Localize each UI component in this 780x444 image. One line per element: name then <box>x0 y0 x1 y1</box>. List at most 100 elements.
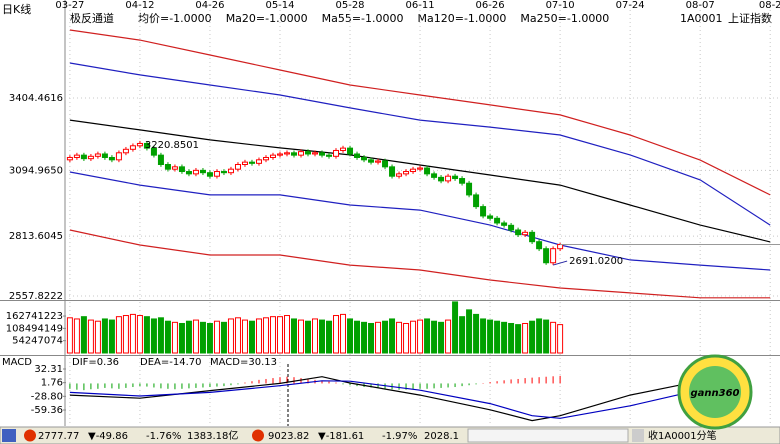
scroll-bar[interactable] <box>467 428 629 443</box>
volume-bar <box>206 322 213 354</box>
candle-body <box>283 152 290 155</box>
volume-bar <box>410 320 417 354</box>
y-tick-label: 162741223 <box>6 311 63 322</box>
volume-bar <box>445 319 452 354</box>
candle-body <box>319 152 326 156</box>
volume-bar <box>269 316 276 354</box>
volume-bar <box>543 319 550 354</box>
volume-bar <box>101 318 108 354</box>
volume-bar <box>508 322 515 354</box>
volume-bar <box>375 321 382 354</box>
y-tick-label: -59.36 <box>31 405 63 416</box>
volume-bar <box>417 319 424 354</box>
x-tick-label: 08-2 <box>759 0 780 11</box>
status-change: ▼-49.86 <box>88 431 128 442</box>
volume-bar <box>227 318 234 354</box>
candle-body <box>150 147 157 156</box>
candle-body <box>178 166 185 173</box>
dea-line <box>69 380 680 419</box>
volume-bar <box>171 321 178 354</box>
volume-bar <box>143 316 150 354</box>
candle-body <box>340 147 347 151</box>
volume-bar <box>73 318 80 354</box>
status-icon <box>252 429 264 442</box>
volume-bar <box>466 309 473 354</box>
candle-body <box>297 151 304 156</box>
candle-body <box>550 248 557 264</box>
candle-body <box>87 155 94 160</box>
candle-body <box>164 164 171 170</box>
candle-body <box>543 248 550 264</box>
volume-bar <box>87 319 94 354</box>
logo-text: gann360 <box>690 388 739 399</box>
candle-body <box>361 156 368 161</box>
candle-body <box>438 176 445 182</box>
candle-body <box>515 229 522 236</box>
candle-body <box>94 153 101 157</box>
candle-body <box>290 152 297 156</box>
candle-body <box>108 156 115 161</box>
logo-inner <box>689 366 741 418</box>
candle-body <box>220 171 227 174</box>
volume-bar <box>326 320 333 354</box>
legend-entry: Ma20=-1.0000 <box>226 12 308 25</box>
dif-label: DIF=0.36 <box>72 357 119 368</box>
logo: gann360 <box>677 354 753 430</box>
candle-body <box>529 231 536 243</box>
volume-bar <box>136 315 143 354</box>
volume-bar <box>115 316 122 354</box>
candle-body <box>199 169 206 174</box>
candle-body <box>501 222 508 226</box>
legend-entry: Ma120=-1.0000 <box>418 12 507 25</box>
legend-entry: Ma250=-1.0000 <box>520 12 609 25</box>
x-tick-label: 05-28 <box>335 0 364 11</box>
status-price: 2777.77 <box>38 431 79 442</box>
volume-bar <box>108 319 115 354</box>
volume-bar <box>276 316 283 354</box>
candle-body <box>206 172 213 177</box>
candle-body <box>375 160 382 163</box>
x-tick-label: 03-27 <box>55 0 84 11</box>
candle-body <box>276 153 283 156</box>
y-tick-label: 3404.4616 <box>9 93 63 104</box>
volume-bar <box>431 320 438 354</box>
candle-body <box>389 166 396 177</box>
candle-body <box>445 175 452 182</box>
volume-bar <box>536 318 543 354</box>
volume-bar <box>487 319 494 354</box>
candle-body <box>473 194 480 208</box>
volume-bar <box>459 316 466 354</box>
candle-body <box>136 142 143 147</box>
volume-bar <box>297 319 304 354</box>
legend-entry: 均价=-1.0000 <box>138 12 212 25</box>
dea-label: DEA=-14.70 <box>140 357 201 368</box>
annotation: 3220.8501 <box>145 140 199 151</box>
volume-bar <box>178 322 185 354</box>
candle-body <box>326 154 333 157</box>
candle-body <box>396 173 403 177</box>
volume-bar <box>340 313 347 354</box>
candle-body <box>494 217 501 224</box>
candle-body <box>171 166 178 170</box>
candle-body <box>536 241 543 250</box>
candle-body <box>557 244 564 250</box>
volume-bar <box>241 319 248 354</box>
volume-bar <box>361 321 368 354</box>
x-tick-label: 06-26 <box>476 0 505 11</box>
status-price: 9023.82 <box>268 431 309 442</box>
status-icon[interactable] <box>632 429 644 442</box>
status-icon <box>24 429 36 442</box>
channel-line <box>69 29 771 196</box>
volume-bar <box>185 320 192 354</box>
status-percent: -1.76% <box>146 431 181 442</box>
volume-bar <box>312 318 319 354</box>
status-amount: 1383.18亿 <box>187 429 238 442</box>
volume-bar <box>522 322 529 354</box>
volume-bar <box>368 322 375 354</box>
status-icon[interactable] <box>2 429 16 442</box>
indicator-name: 极反通道 <box>70 11 114 25</box>
volume-bar <box>213 320 220 354</box>
